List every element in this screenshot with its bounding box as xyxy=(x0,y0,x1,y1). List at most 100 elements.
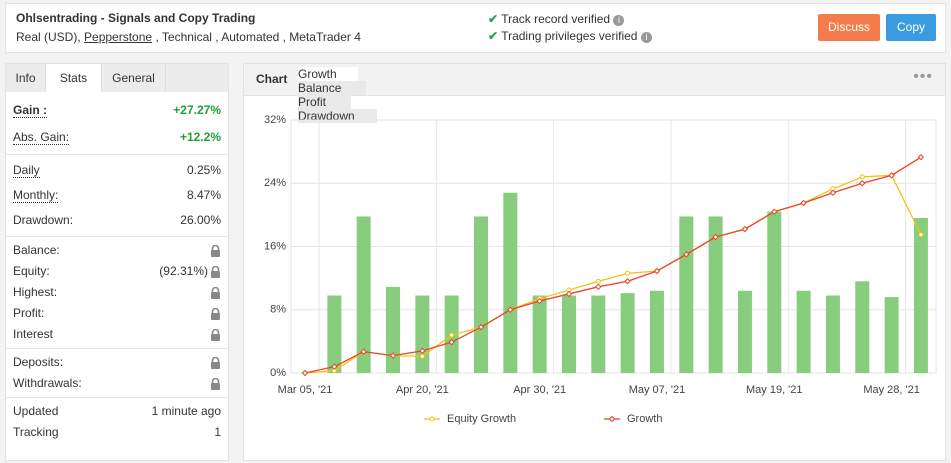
stat-label: Drawdown: xyxy=(13,213,74,227)
marker xyxy=(449,332,455,338)
marker xyxy=(771,208,778,215)
marker xyxy=(565,290,573,298)
x-tick-label: Apr 20, '21 xyxy=(396,384,449,396)
copy-button[interactable]: Copy xyxy=(886,14,936,41)
x-tick-label: May 07, '21 xyxy=(629,384,686,396)
info-icon[interactable]: i xyxy=(613,15,625,26)
separator xyxy=(6,154,228,155)
stat-value: (92.31%) xyxy=(159,264,208,278)
stat-value: 26.00% xyxy=(180,213,221,227)
stat-row: Profit: xyxy=(13,303,221,324)
chart-label: Chart xyxy=(256,72,288,86)
marker xyxy=(741,225,749,233)
stat-row: Deposits: xyxy=(13,352,221,373)
discuss-button[interactable]: Discuss xyxy=(818,14,880,41)
marker xyxy=(653,267,661,275)
x-tick-label: Apr 30, '21 xyxy=(513,384,566,396)
marker xyxy=(683,251,690,258)
tab[interactable]: Info xyxy=(6,64,46,92)
stat-row: Highest: xyxy=(13,282,221,303)
check-icon: ✔ xyxy=(488,29,499,43)
menu-icon[interactable]: ••• xyxy=(913,68,933,85)
verification-text: Trading privileges verified xyxy=(501,29,638,43)
separator xyxy=(6,397,228,398)
marker xyxy=(389,352,397,359)
legend-marker xyxy=(608,415,616,423)
x-tick-label: Mar 05, '21 xyxy=(278,384,333,396)
bar xyxy=(356,216,371,373)
marker xyxy=(419,347,426,355)
stat-row: Balance: xyxy=(13,240,221,261)
legend-marker xyxy=(429,416,435,422)
bar xyxy=(679,216,694,373)
stats-panel: Info Stats General Gain : +27.27% Abs. Gain:… xyxy=(5,63,229,461)
marker xyxy=(888,172,895,179)
marker xyxy=(712,233,719,241)
bar xyxy=(620,293,635,373)
subtitle: Real (USD), Pepperstone , Technical , Au… xyxy=(16,30,361,44)
chart: 0% 8% 16% 24% 32% Mar 05, '21 Apr 20, '21 Apr 3… xyxy=(264,114,937,425)
stat-value: 1 minute ago xyxy=(151,404,221,418)
stat-label: Deposits: xyxy=(13,355,64,369)
bar xyxy=(708,216,723,373)
bar xyxy=(825,295,840,373)
chart-tabs: Growth Balance Profit Drawdown xyxy=(298,67,377,123)
stat-row: Drawdown: 26.00% xyxy=(13,208,221,233)
bar xyxy=(855,281,870,373)
verification: ✔ Trading privileges verified i xyxy=(488,29,652,43)
stat-label: Equity: xyxy=(13,264,50,278)
bar xyxy=(767,211,782,373)
stat-value: +12.2% xyxy=(179,130,221,144)
stat-value: +27.27% xyxy=(173,103,221,117)
y-tick-label: 0% xyxy=(270,367,286,379)
marker xyxy=(829,189,837,196)
x-tick-label: May 19, '21 xyxy=(746,384,803,396)
stat-row: Daily 0.25% xyxy=(13,158,221,183)
tab[interactable]: Balance xyxy=(298,81,366,95)
title: Ohlsentrading - Signals and Copy Trading xyxy=(16,11,256,25)
info-icon[interactable]: i xyxy=(640,32,652,43)
tab-bar: Chart Growth Balance Profit Drawdown ••• xyxy=(244,64,945,123)
lock-icon xyxy=(210,377,221,390)
tab[interactable]: Growth xyxy=(298,67,358,81)
marker xyxy=(477,323,485,331)
tab[interactable]: Profit xyxy=(298,95,351,109)
tab[interactable]: General xyxy=(102,64,166,92)
lock-icon xyxy=(210,328,221,341)
stat-row: Equity: (92.31%) xyxy=(13,261,221,282)
tab[interactable]: Stats xyxy=(46,64,102,92)
chart-panel: Chart Growth Balance Profit Drawdown ••• 0%… xyxy=(243,63,946,461)
lock-icon xyxy=(210,244,221,257)
stat-label: Tracking xyxy=(13,425,59,439)
bar xyxy=(503,192,518,373)
bar xyxy=(591,295,606,373)
lock-icon xyxy=(210,286,221,299)
lock-icon xyxy=(210,356,221,369)
bar xyxy=(913,218,928,373)
marker xyxy=(624,278,631,285)
stat-label: Withdrawals: xyxy=(13,376,82,390)
stat-label: Highest: xyxy=(13,285,58,299)
stat-row: Monthly: 8.47% xyxy=(13,183,221,208)
line xyxy=(304,174,922,374)
tab-bar: Info Stats General xyxy=(6,64,228,92)
bar xyxy=(415,295,430,373)
marker xyxy=(360,348,367,355)
stat-row: Abs. Gain: +12.2% xyxy=(13,124,221,151)
y-tick-label: 24% xyxy=(264,177,286,189)
y-tick-label: 16% xyxy=(264,240,286,252)
stat-row: Tracking 1 xyxy=(13,422,221,443)
stat-value: 1 xyxy=(214,425,221,439)
stat-value: 8.47% xyxy=(186,188,221,202)
legend-label: Growth xyxy=(627,413,662,425)
separator xyxy=(6,236,228,237)
broker-link[interactable]: Pepperstone xyxy=(84,30,153,44)
marker xyxy=(917,153,925,161)
stat-label: Gain : xyxy=(13,103,48,118)
stat-row: Updated 1 minute ago xyxy=(13,401,221,422)
lock-icon xyxy=(210,307,221,320)
stat-row: Interest xyxy=(13,324,221,345)
marker xyxy=(918,232,924,238)
y-tick-label: 8% xyxy=(270,304,286,316)
